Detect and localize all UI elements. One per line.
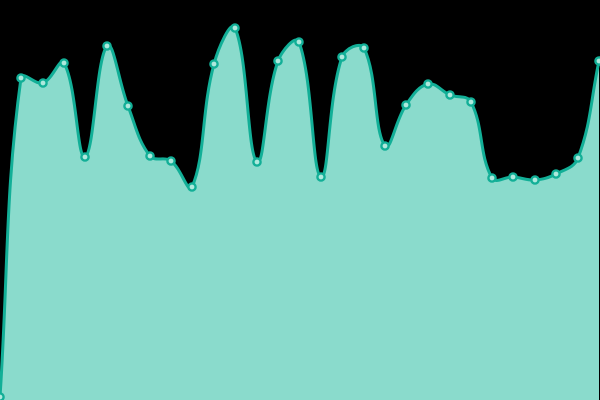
data-point-marker[interactable] [316, 172, 326, 182]
data-point-marker[interactable] [230, 23, 240, 33]
data-point-marker[interactable] [102, 41, 112, 51]
data-point-marker[interactable] [445, 90, 455, 100]
data-point-marker[interactable] [551, 169, 561, 179]
data-point-marker[interactable] [187, 182, 197, 192]
data-point-marker[interactable] [487, 173, 497, 183]
area-fill [0, 26, 599, 400]
data-point-marker[interactable] [530, 175, 540, 185]
data-point-marker[interactable] [380, 141, 390, 151]
data-point-marker[interactable] [423, 79, 433, 89]
data-point-marker[interactable] [166, 156, 176, 166]
data-point-marker[interactable] [273, 56, 283, 66]
data-point-marker[interactable] [16, 73, 26, 83]
data-point-marker[interactable] [252, 157, 262, 167]
data-point-marker[interactable] [38, 78, 48, 88]
data-point-marker[interactable] [594, 56, 600, 66]
data-point-marker[interactable] [466, 97, 476, 107]
data-point-marker[interactable] [209, 59, 219, 69]
data-point-marker[interactable] [573, 153, 583, 163]
data-point-marker[interactable] [123, 101, 133, 111]
data-point-marker[interactable] [59, 58, 69, 68]
data-point-marker[interactable] [359, 43, 369, 53]
data-point-marker[interactable] [145, 151, 155, 161]
data-point-marker[interactable] [80, 152, 90, 162]
data-point-marker[interactable] [294, 37, 304, 47]
data-point-markers [0, 23, 600, 400]
data-point-marker[interactable] [337, 52, 347, 62]
data-point-marker[interactable] [0, 392, 5, 400]
data-point-marker[interactable] [401, 100, 411, 110]
data-point-marker[interactable] [508, 172, 518, 182]
